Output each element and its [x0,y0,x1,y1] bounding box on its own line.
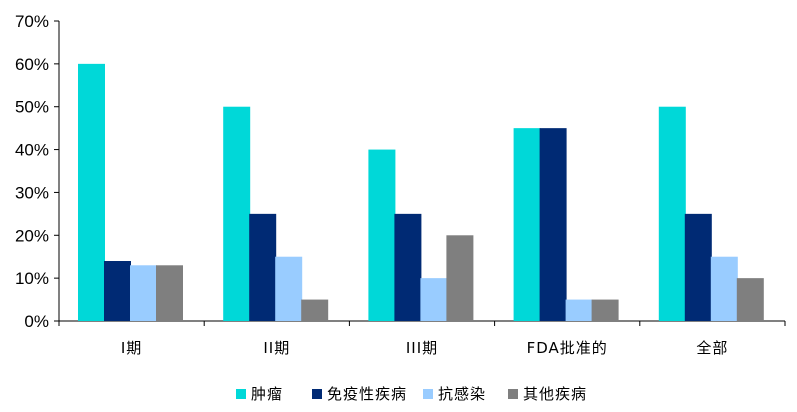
bar [420,278,448,321]
bar [301,299,329,321]
bar [223,106,251,321]
legend-label: 其他疾病 [523,385,587,403]
bar [736,278,764,321]
legend: 肿瘤 免疫性疾病 抗感染 其他疾病 [236,385,587,403]
legend-swatch [236,389,246,399]
bar [275,256,303,321]
legend-swatch [508,389,518,399]
y-tick-label: 70% [15,12,49,31]
bar [658,106,686,321]
y-tick-label: 20% [15,226,49,245]
bar [539,128,567,321]
bar [684,213,712,321]
y-axis: 0% 10% 20% 30% 40% 50% 60% 70% [15,12,60,331]
bar [710,256,738,321]
y-tick-label: 10% [15,269,49,288]
x-category-label: 全部 [696,339,728,357]
legend-label: 免疫性疾病 [327,385,407,403]
legend-swatch [312,389,322,399]
legend-label: 抗感染 [438,385,486,403]
x-category-label: FDA批准的 [527,339,608,357]
bar [156,265,183,321]
bar [78,63,105,321]
bar [591,299,619,321]
bar [368,149,396,321]
y-tick-label: 50% [15,98,49,117]
bar [104,261,131,321]
bar [249,213,277,321]
bars [78,63,764,321]
bar [394,213,422,321]
x-category-label: II期 [263,339,290,357]
x-axis: I期 II期 III期 FDA批准的 全部 [58,320,786,357]
x-category-label: III期 [406,339,438,357]
legend-label: 肿瘤 [251,385,283,403]
bar [513,128,541,321]
y-tick-label: 40% [15,141,49,160]
bar [446,235,474,321]
y-tick-label: 0% [24,312,49,331]
y-tick-label: 30% [15,183,49,202]
bar [565,299,593,321]
y-tick-label: 60% [15,55,49,74]
x-category-label: I期 [121,339,142,357]
legend-swatch [423,389,433,399]
bar [130,265,157,321]
